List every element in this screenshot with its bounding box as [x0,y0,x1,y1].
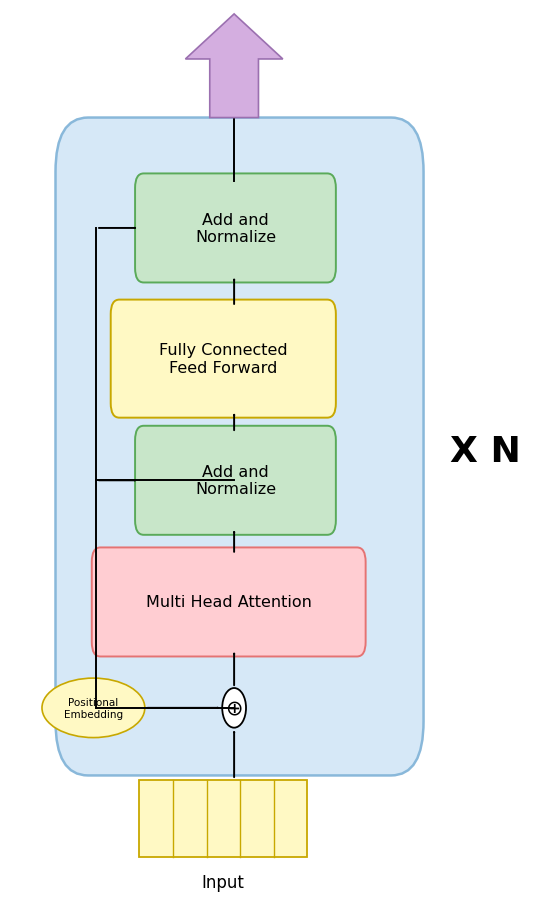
Text: ⊕: ⊕ [225,698,243,718]
FancyBboxPatch shape [139,780,307,857]
FancyBboxPatch shape [92,548,366,656]
FancyBboxPatch shape [111,301,336,418]
Circle shape [222,688,246,728]
Text: Add and
Normalize: Add and Normalize [195,464,276,497]
Ellipse shape [42,678,145,738]
Text: Positional
Embedding: Positional Embedding [64,697,123,719]
Text: Add and
Normalize: Add and Normalize [195,212,276,245]
Text: X N: X N [450,434,521,469]
FancyBboxPatch shape [55,118,424,776]
FancyBboxPatch shape [135,426,336,535]
Text: Multi Head Attention: Multi Head Attention [146,595,312,610]
FancyBboxPatch shape [135,174,336,284]
Polygon shape [186,14,283,118]
Text: Fully Connected
Feed Forward: Fully Connected Feed Forward [159,343,288,376]
Text: Input: Input [202,873,245,890]
